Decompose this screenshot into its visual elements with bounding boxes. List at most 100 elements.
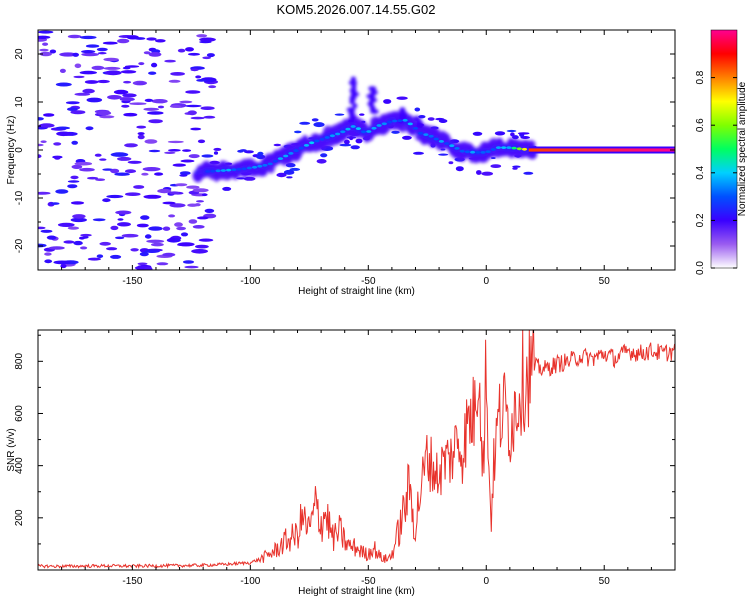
speckle-blob — [70, 175, 79, 180]
ridge-core — [361, 130, 367, 134]
ridge-core — [293, 149, 299, 153]
snr-frame — [37, 329, 676, 571]
speckle-blob — [179, 174, 188, 177]
ridge-core — [220, 169, 226, 172]
speckle-blob — [179, 171, 191, 176]
ridge-core — [521, 147, 528, 151]
speckle-blob — [208, 85, 217, 89]
speckle-blob — [146, 37, 157, 41]
speckle-blob — [184, 265, 199, 269]
speckle-blob — [81, 50, 96, 54]
speckle-blob — [110, 152, 129, 157]
speckle-blob — [38, 123, 55, 128]
speckle-blob — [190, 68, 199, 72]
speckle-blob — [148, 52, 162, 57]
snr-x-axis-label: Height of straight line (km) — [298, 586, 415, 597]
ridge-lobe — [348, 118, 355, 124]
speckle-blob — [121, 233, 139, 238]
speckle-blob — [96, 254, 104, 258]
colorbar: 0.0 0.2 0.4 0.6 0.8 Normalized spectral ampl… — [695, 29, 748, 275]
speckle-blob — [106, 247, 118, 251]
ridge-core — [314, 139, 320, 143]
x-tick-label: 50 — [599, 576, 611, 587]
speckle-blob — [143, 51, 151, 55]
speckle-blob — [79, 70, 98, 75]
speckle-blob — [243, 150, 254, 154]
ridge-core — [329, 134, 335, 138]
speckle-blob — [48, 246, 65, 250]
speckle-blob — [136, 223, 149, 228]
speckle-blob — [196, 200, 204, 203]
speckle-blob — [151, 62, 158, 68]
speckle-blob — [54, 156, 61, 160]
snr-y-axis-label: SNR (v/v) — [6, 428, 17, 471]
spectrogram-speckle — [38, 30, 537, 270]
speckle-blob — [133, 185, 145, 189]
ridge-core — [231, 168, 237, 172]
speckle-blob — [413, 151, 424, 155]
speckle-blob — [94, 153, 102, 157]
ridge-core — [516, 147, 522, 151]
speckle-blob — [164, 59, 177, 63]
speckle-blob — [123, 80, 132, 84]
speckle-blob — [168, 79, 181, 83]
speckle-blob — [151, 242, 164, 247]
speckle-blob — [237, 149, 244, 153]
speckle-blob — [74, 161, 93, 166]
speckle-blob — [243, 176, 256, 181]
speckle-blob — [512, 165, 521, 168]
ridge-lobe — [398, 115, 408, 120]
speckle-blob — [204, 208, 215, 213]
snr-x-ticks: -150 -100 -50 0 50 — [61, 330, 676, 587]
speckle-blob — [122, 93, 137, 98]
colorbar-ticks: 0.0 0.2 0.4 0.6 0.8 — [695, 70, 737, 275]
ridge-core — [428, 134, 434, 138]
speckle-blob — [147, 111, 164, 115]
speckle-blob — [84, 80, 99, 84]
x-tick-label: 0 — [483, 576, 489, 587]
ridge-lobe — [348, 111, 356, 116]
speckle-blob — [67, 226, 80, 230]
speckle-blob — [391, 130, 400, 134]
ridge-lobe — [413, 115, 421, 121]
speckle-blob — [359, 113, 365, 116]
ridge-core — [444, 142, 450, 145]
colorbar-tick-label: 0.6 — [695, 118, 706, 132]
speckle-blob — [44, 252, 52, 256]
speckle-blob — [70, 201, 85, 205]
speckle-blob — [139, 252, 149, 257]
ridge-core — [485, 150, 491, 154]
ridge-core — [215, 169, 221, 173]
ridge-lobe — [399, 111, 408, 116]
speckle-blob — [202, 56, 212, 60]
speckle-blob — [517, 132, 530, 135]
speckle-blob — [455, 166, 464, 172]
speckle-blob — [142, 167, 161, 172]
speckle-blob — [334, 113, 345, 116]
speckle-blob — [125, 192, 141, 196]
ridge-lobe — [349, 115, 356, 120]
x-tick-label: -50 — [361, 576, 376, 587]
speckle-blob — [80, 233, 92, 237]
ridge-halo — [526, 140, 536, 149]
ridge-lobe — [352, 103, 358, 109]
ridge-core — [257, 164, 263, 168]
ridge-core — [288, 152, 294, 155]
ridge-core — [418, 131, 424, 135]
speckle-blob — [512, 135, 519, 140]
ridge-lobe — [349, 88, 357, 93]
speckle-blob — [283, 169, 295, 175]
speckle-blob — [169, 104, 182, 108]
speckle-blob — [438, 119, 448, 123]
ridge-core — [423, 133, 429, 137]
colorbar-tick-label: 0.0 — [695, 261, 706, 275]
ridge-lobe — [399, 107, 406, 113]
speckle-blob — [97, 52, 107, 55]
ridge-lobe — [370, 109, 379, 114]
ridge-core — [490, 148, 496, 151]
speckle-blob — [110, 254, 122, 259]
speckle-blob — [168, 149, 181, 152]
speckle-blob — [168, 214, 176, 218]
ridge-core — [309, 141, 315, 145]
speckle-blob — [99, 115, 115, 119]
